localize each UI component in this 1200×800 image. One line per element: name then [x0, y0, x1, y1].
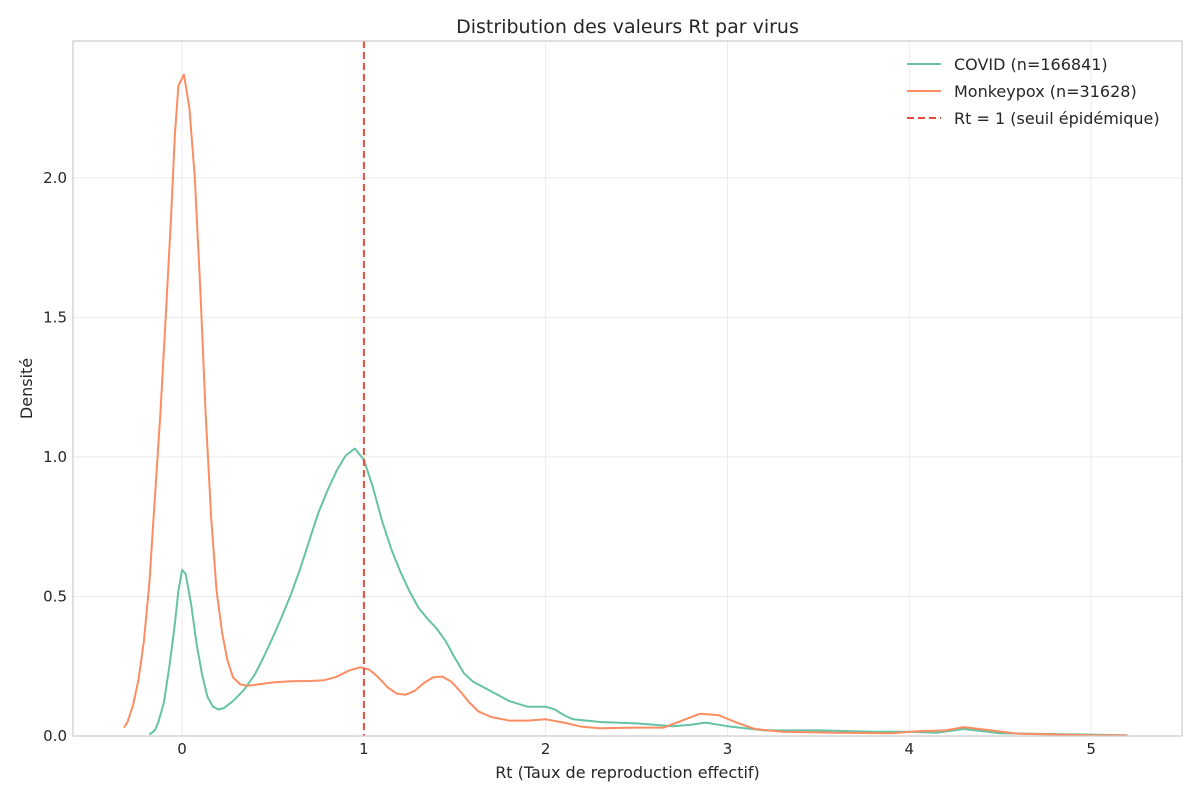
plot-lines — [123, 41, 1128, 737]
y-axis-label: Densité — [17, 358, 36, 419]
x-tick-label: 0 — [177, 740, 187, 758]
legend-label: Monkeypox (n=31628) — [954, 82, 1137, 101]
y-tick-label: 0.5 — [43, 587, 67, 605]
legend-label: Rt = 1 (seuil épidémique) — [954, 109, 1160, 128]
y-tick-label: 1.5 — [43, 308, 67, 326]
series-line-1 — [148, 447, 1128, 737]
chart-title: Distribution des valeurs Rt par virus — [456, 16, 799, 38]
axes-frame — [72, 40, 1183, 737]
y-tick-label: 1.0 — [43, 448, 67, 466]
x-tick-label: 2 — [541, 740, 551, 758]
x-tick-label: 4 — [905, 740, 915, 758]
y-tick-label: 0.0 — [43, 727, 67, 745]
x-tick-label: 5 — [1086, 740, 1096, 758]
legend-label: COVID (n=166841) — [954, 55, 1108, 74]
series-line-2 — [123, 73, 1128, 737]
x-tick-label: 1 — [359, 740, 369, 758]
legend: COVID (n=166841) Monkeypox (n=31628) Rt = … — [907, 55, 1160, 128]
tick-labels: 0 1 2 3 4 5 0.0 0.5 1.0 1.5 2.0 — [43, 169, 1096, 758]
y-tick-label: 2.0 — [43, 169, 67, 187]
x-axis-label: Rt (Taux de reproduction effectif) — [495, 763, 760, 782]
x-tick-label: 3 — [723, 740, 733, 758]
